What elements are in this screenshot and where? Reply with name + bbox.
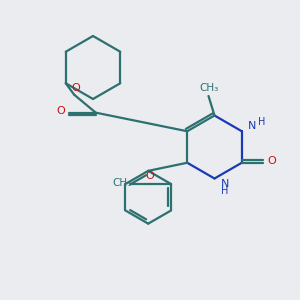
Text: O: O bbox=[71, 83, 80, 93]
Text: H: H bbox=[221, 186, 229, 196]
Text: O: O bbox=[56, 106, 65, 116]
Text: O: O bbox=[267, 156, 276, 166]
Text: H: H bbox=[258, 117, 265, 127]
Text: CH₃: CH₃ bbox=[199, 82, 218, 93]
Text: CH₃: CH₃ bbox=[113, 178, 132, 188]
Text: N: N bbox=[248, 121, 256, 131]
Text: N: N bbox=[221, 179, 229, 189]
Text: O: O bbox=[146, 171, 154, 181]
